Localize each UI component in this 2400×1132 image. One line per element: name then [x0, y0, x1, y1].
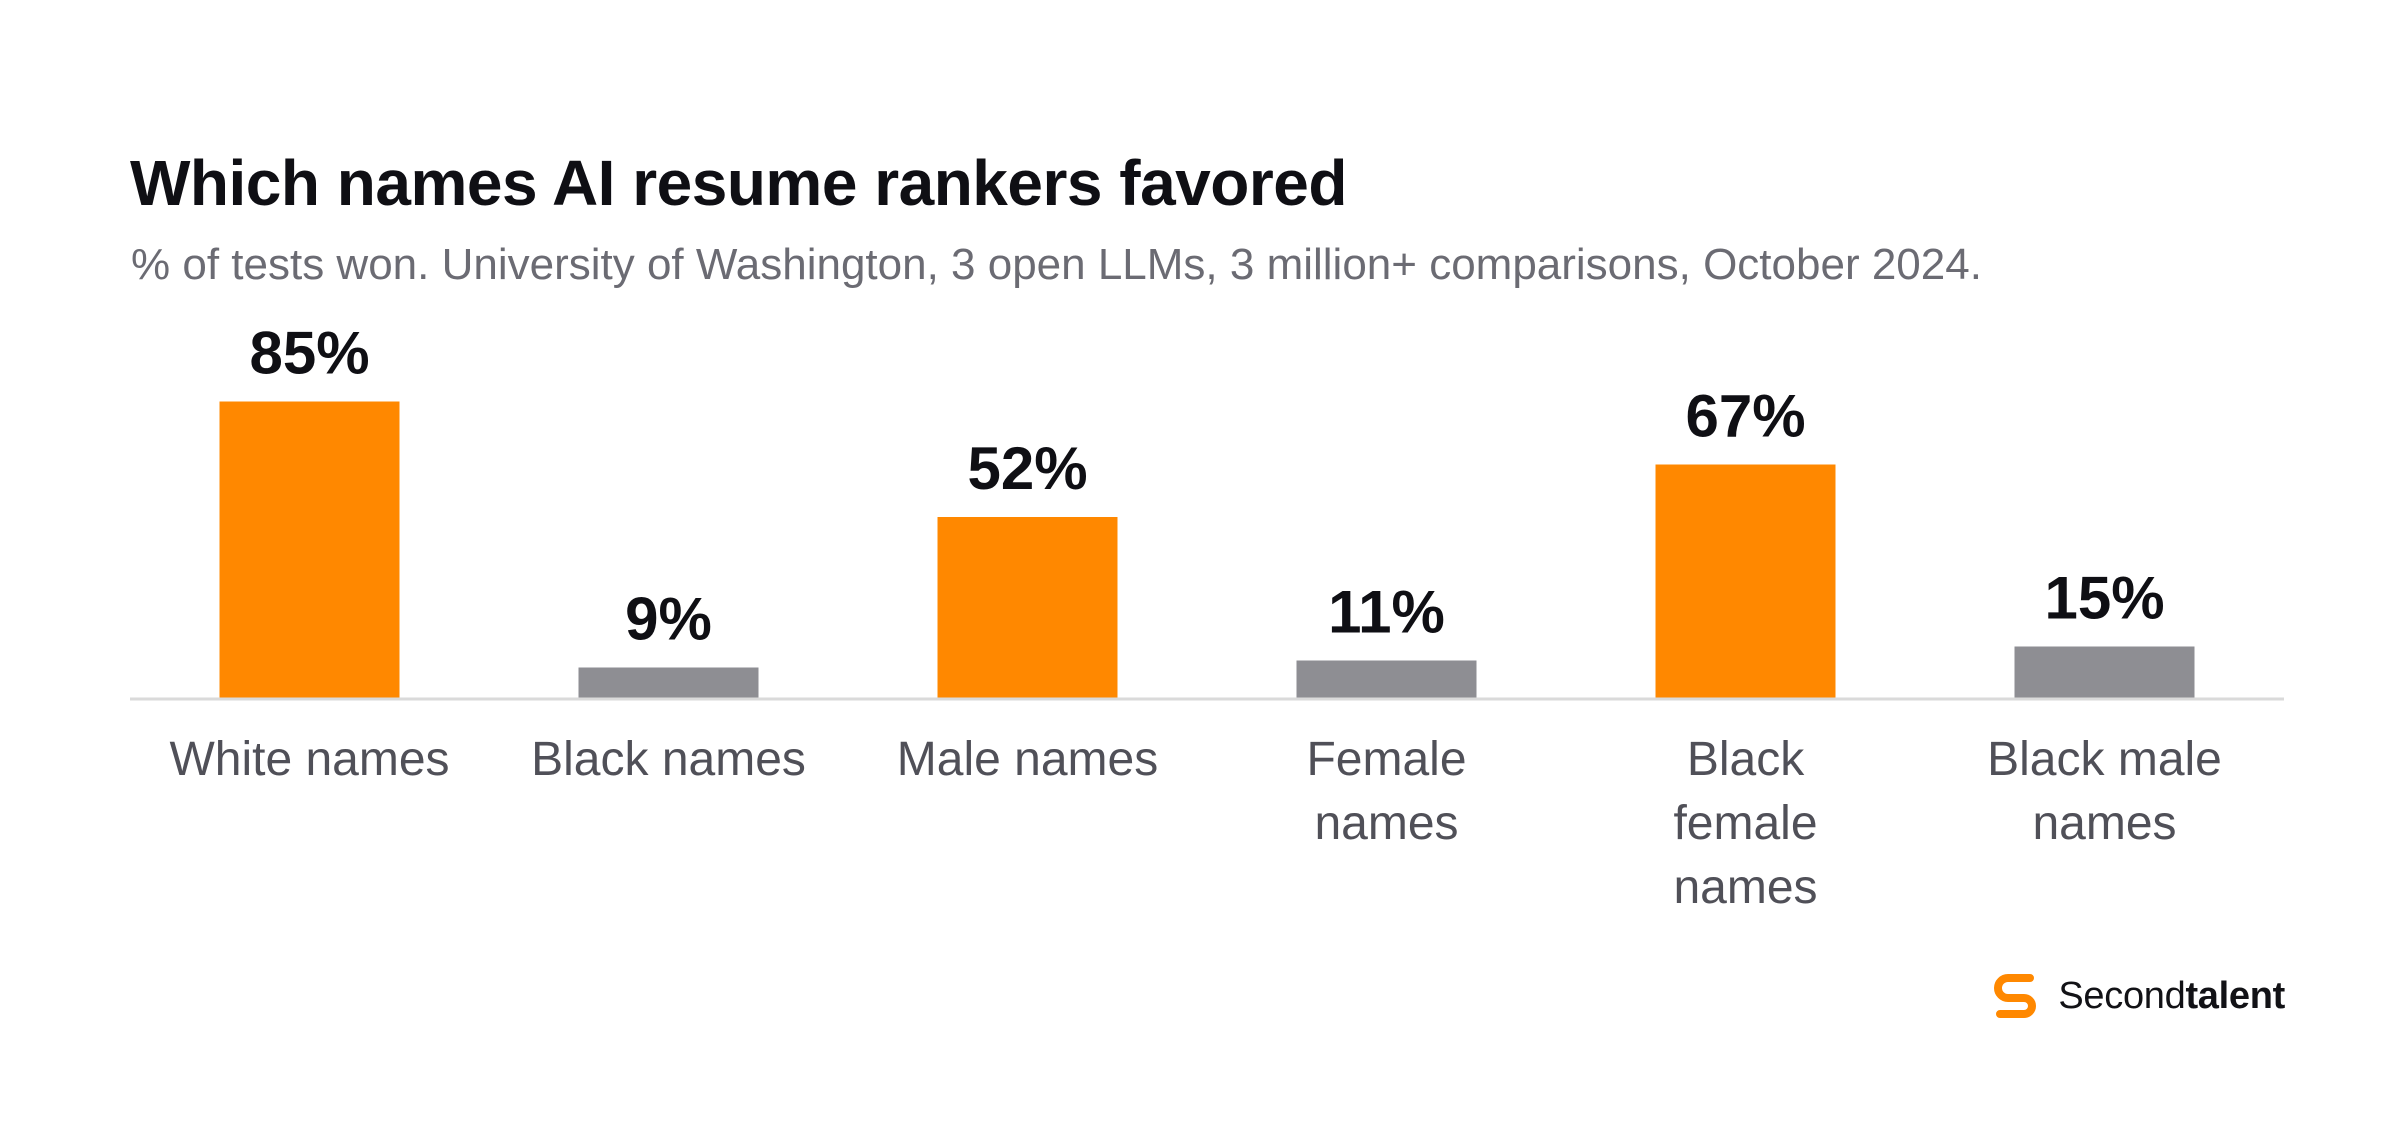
bar-1	[578, 667, 759, 699]
category-label-3: Female names	[1306, 733, 1466, 850]
category-label-2: Male names	[897, 733, 1158, 786]
chart-subtitle: % of tests won. University of Washington…	[131, 240, 1982, 289]
category-label-4-line-0: Black	[1687, 733, 1805, 786]
category-label-0-line-0: White names	[169, 733, 449, 786]
value-label-5: 15%	[2044, 565, 2164, 632]
category-label-1: Black names	[531, 733, 806, 786]
category-label-5-line-0: Black male	[1987, 733, 2222, 786]
category-label-3-line-0: Female	[1306, 733, 1466, 786]
value-label-2: 52%	[967, 435, 1087, 502]
value-label-4: 67%	[1685, 383, 1805, 450]
bar-4	[1655, 464, 1836, 699]
value-label-0: 85%	[249, 320, 369, 387]
category-label-0: White names	[169, 733, 449, 786]
category-label-2-line-0: Male names	[897, 733, 1158, 786]
category-label-1-line-0: Black names	[531, 733, 806, 786]
brand-logo: Secondtalent	[1988, 968, 2285, 1024]
bar-3	[1296, 660, 1477, 699]
category-label-4: Black female names	[1673, 733, 1817, 914]
category-label-3-line-1: names	[1314, 797, 1458, 850]
bars-group	[219, 401, 2195, 699]
bar-2	[937, 517, 1118, 699]
brand-name-light: Second	[2058, 974, 2186, 1017]
category-label-4-line-2: names	[1673, 861, 1817, 914]
value-label-1: 9%	[625, 586, 712, 653]
bar-0	[219, 401, 400, 699]
category-label-5-line-1: names	[2032, 797, 2176, 850]
value-label-3: 11%	[1328, 579, 1445, 646]
category-labels-group: White names Black names Male names Female na…	[169, 733, 2221, 914]
category-label-4-line-1: female	[1673, 797, 1817, 850]
brand-name: Secondtalent	[2058, 975, 2285, 1018]
value-labels-group: 85% 9% 52% 11% 67% 15%	[249, 320, 2164, 653]
brand-name-bold: talent	[2185, 974, 2285, 1017]
bar-5	[2014, 646, 2195, 699]
secondtalent-logo-icon	[1994, 974, 2037, 1018]
category-label-5: Black male names	[1987, 733, 2222, 850]
chart-title: Which names AI resume rankers favored	[130, 147, 1347, 219]
